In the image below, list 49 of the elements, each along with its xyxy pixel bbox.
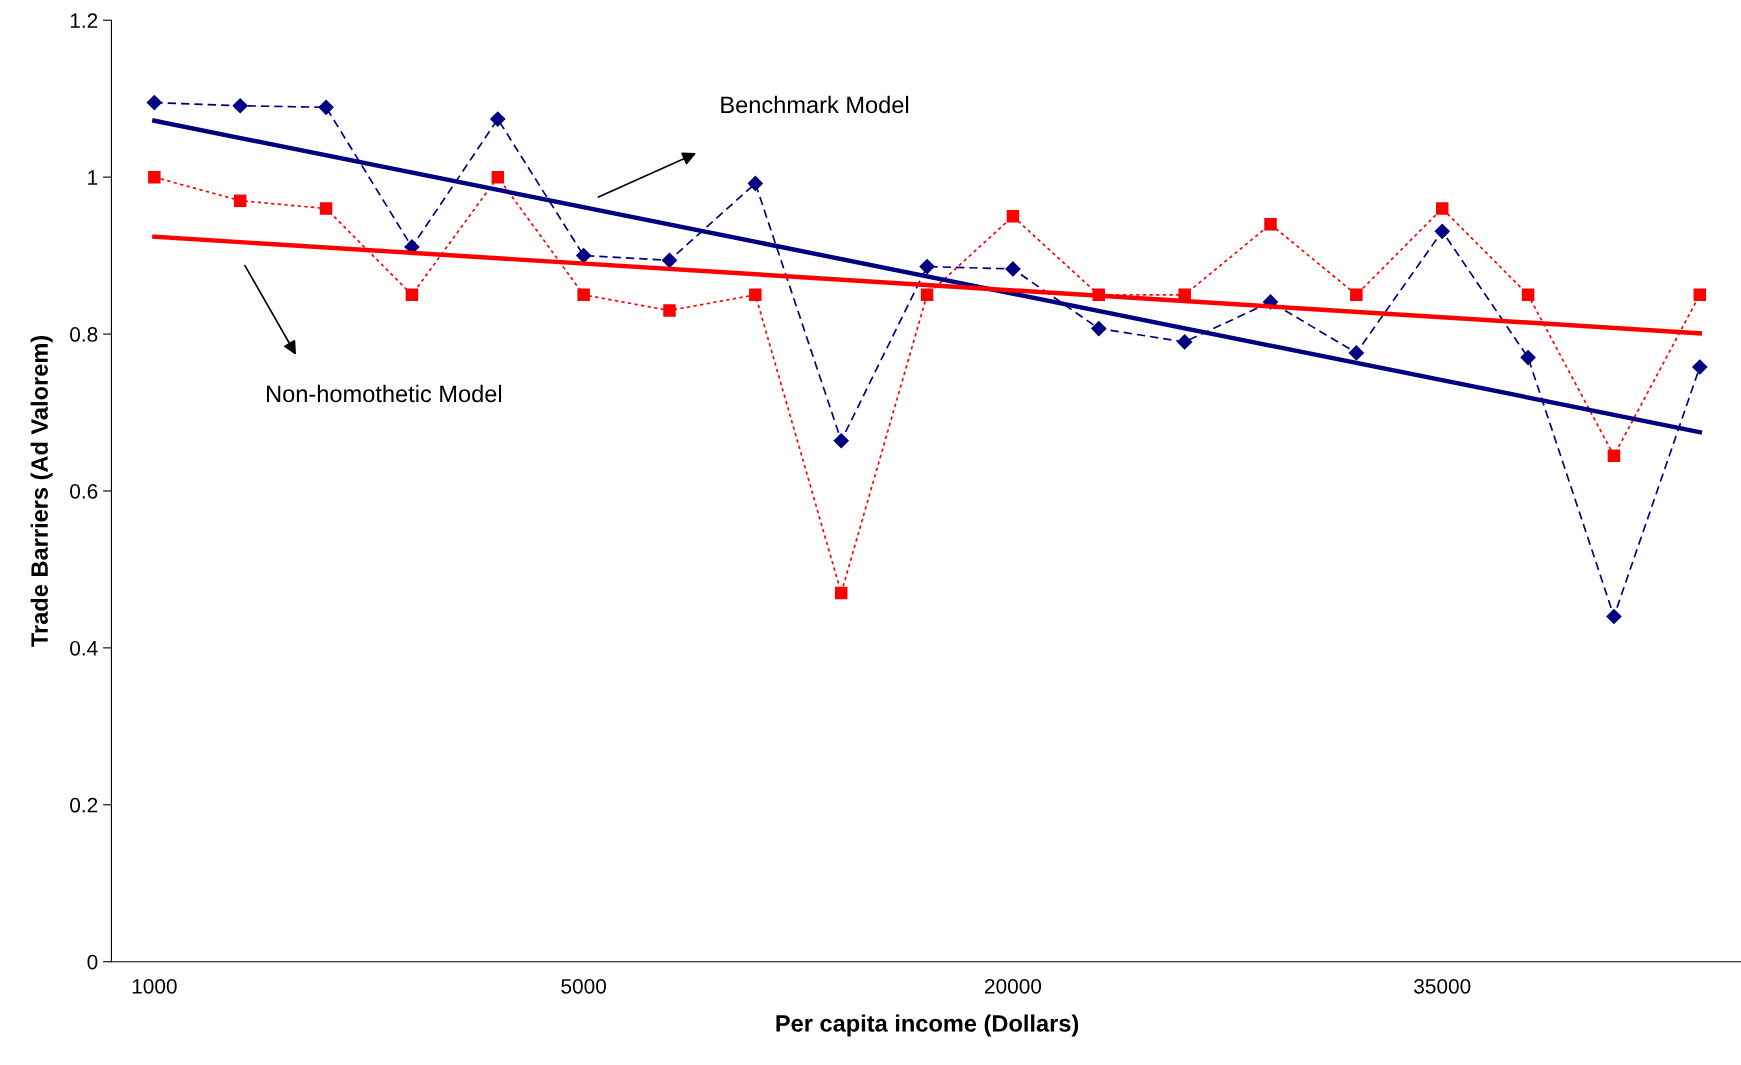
point (146, 95, 162, 111)
x-tick-label: 1000 (132, 978, 177, 994)
point (1606, 608, 1622, 625)
point (233, 194, 247, 207)
point (318, 99, 334, 115)
point (747, 175, 763, 191)
point (833, 433, 849, 449)
point (1350, 288, 1363, 302)
point (1434, 223, 1450, 239)
point (319, 202, 333, 215)
point (490, 111, 506, 127)
y-tick-label: 0 (87, 954, 98, 970)
point (1607, 449, 1621, 462)
y-tick-label: 0.4 (70, 640, 98, 656)
point (749, 288, 762, 302)
point (1005, 261, 1021, 277)
point (661, 252, 678, 268)
point (1521, 288, 1535, 302)
y-tick-label: 0.6 (70, 483, 98, 499)
point (148, 170, 161, 184)
point (1692, 359, 1708, 375)
point (919, 259, 935, 275)
point (232, 98, 248, 114)
y-tick-label: 0.8 (70, 327, 98, 342)
point (1693, 288, 1707, 302)
x-tick-label: 35000 (1414, 978, 1471, 994)
x-tick-label: 5000 (561, 978, 607, 994)
y-tick-label: 1.2 (70, 13, 98, 28)
x-axis-title: Per capita income (Dollars) (776, 1014, 1079, 1037)
point (834, 586, 848, 600)
point (491, 170, 505, 184)
point (405, 288, 419, 302)
point (663, 304, 676, 317)
y-tick-label: 0.2 (70, 797, 98, 813)
point (1091, 320, 1107, 337)
annotation: Benchmark Model (721, 95, 909, 114)
point (1264, 217, 1277, 231)
point (577, 288, 590, 302)
point (1177, 334, 1193, 350)
annotation: Non-homothetic Model (267, 384, 502, 403)
y-tick-label: 1 (88, 170, 98, 185)
point (920, 288, 934, 302)
x-tick-label: 20000 (985, 978, 1042, 994)
point (1348, 345, 1364, 361)
point (576, 248, 592, 264)
point (1435, 202, 1449, 215)
point (1006, 210, 1020, 223)
point (1520, 350, 1536, 366)
y-axis-title: Trade Barriers (Ad Valorem) (30, 335, 53, 647)
